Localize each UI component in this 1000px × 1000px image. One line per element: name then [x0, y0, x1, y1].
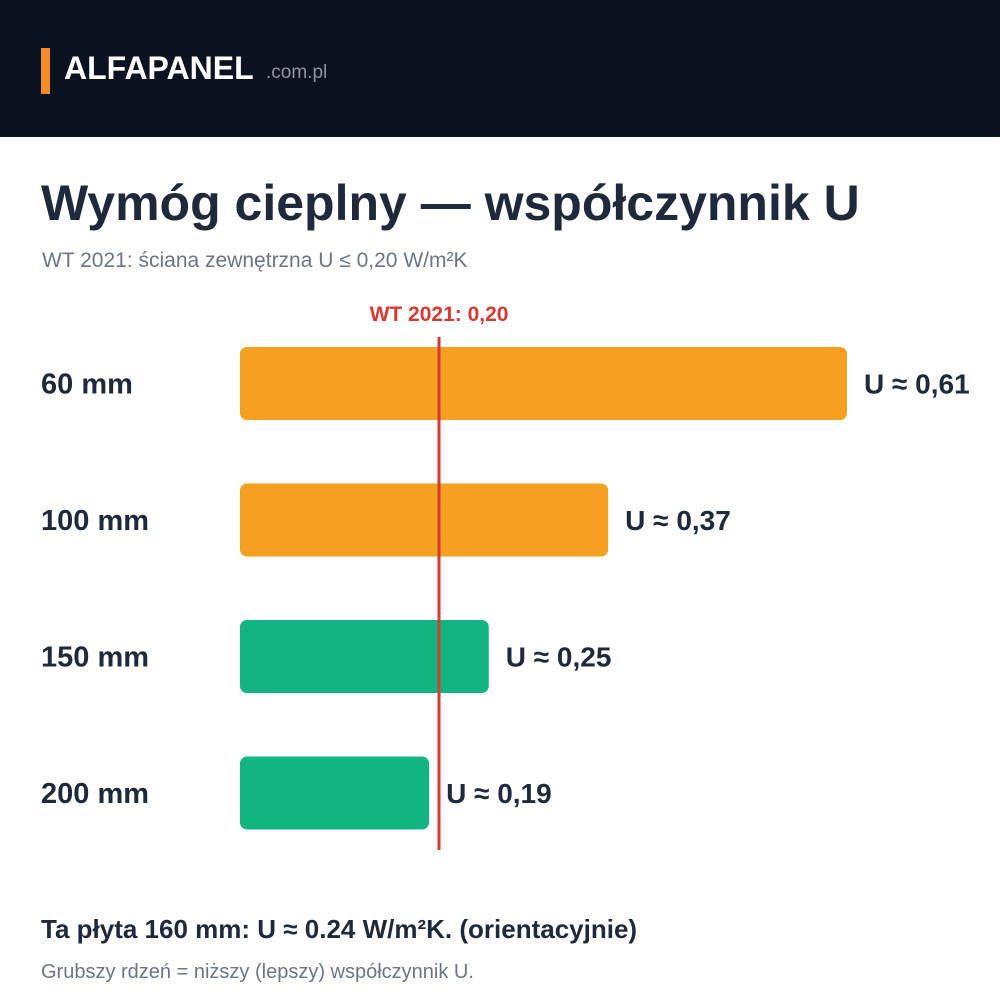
brand-domain: .com.pl	[266, 62, 328, 83]
bar	[240, 620, 489, 693]
threshold-label: WT 2021: 0,20	[370, 303, 509, 326]
bar	[240, 756, 430, 830]
page-subtitle: WT 2021: ściana zewnętrzna U ≤ 0,20 W/m²…	[42, 249, 468, 272]
value-label: U ≈ 0,37	[625, 505, 731, 536]
category-label: 200 mm	[41, 778, 149, 810]
note-sub: Grubszy rdzeń = niższy (lepszy) współczy…	[41, 961, 474, 983]
bar	[240, 483, 609, 557]
category-label: 100 mm	[41, 505, 149, 537]
brand-accent-bar	[41, 48, 50, 94]
category-label: 150 mm	[41, 642, 149, 674]
u-value-bar-chart: 60 mm U ≈ 0,61 100 mm U ≈ 0,37 150 mm U ≈ 0,2…	[41, 303, 970, 850]
note-main: Ta płyta 160 mm: U ≈ 0.24 W/m²K. (orient…	[41, 914, 638, 944]
bar	[240, 347, 847, 420]
value-label: U ≈ 0,25	[506, 642, 612, 673]
value-label: U ≈ 0,61	[864, 369, 970, 400]
brand-name: ALFAPANEL	[64, 50, 254, 86]
page-title: Wymóg cieplny — współczynnik U	[41, 175, 860, 231]
value-label: U ≈ 0,19	[446, 778, 552, 809]
header-bar: ALFAPANEL .com.pl	[0, 0, 1000, 137]
category-label: 60 mm	[41, 369, 133, 401]
